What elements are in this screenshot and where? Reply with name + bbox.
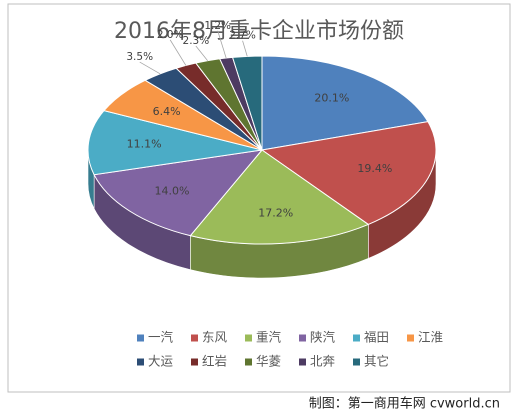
legend-marker bbox=[299, 358, 306, 366]
legend-marker bbox=[137, 334, 144, 342]
data-label: 3.5% bbox=[126, 51, 153, 63]
leader-line bbox=[217, 30, 227, 59]
legend-marker bbox=[191, 358, 198, 366]
legend-label: 红岩 bbox=[202, 354, 227, 369]
slice bbox=[189, 149, 370, 245]
chart-title: 2016年8月重卡企业市场份额 bbox=[114, 19, 404, 44]
data-label: 2.7% bbox=[229, 30, 256, 42]
slice bbox=[93, 149, 264, 237]
legend-marker bbox=[353, 334, 360, 342]
legend-label: 北奔 bbox=[310, 354, 336, 369]
data-label: 19.4% bbox=[357, 162, 392, 175]
leader-line bbox=[195, 45, 208, 61]
leader-line bbox=[169, 39, 187, 66]
legend-marker bbox=[353, 358, 360, 366]
legend-marker bbox=[407, 334, 414, 342]
data-label: 2.3% bbox=[183, 35, 210, 47]
legend-label: 陕汽 bbox=[310, 330, 336, 345]
data-label: 11.1% bbox=[127, 138, 162, 151]
legend-marker bbox=[191, 334, 198, 342]
legend-marker bbox=[245, 334, 252, 342]
legend-marker bbox=[137, 358, 144, 366]
footer: 制图：第一商用车网 cvworld.cn bbox=[309, 396, 500, 412]
legend-label: 福田 bbox=[364, 330, 389, 345]
legend-label: 江淮 bbox=[418, 330, 443, 345]
legend-marker bbox=[245, 358, 252, 366]
slice bbox=[231, 55, 263, 151]
legend-label: 一汽 bbox=[148, 330, 174, 345]
legend-marker bbox=[299, 334, 306, 342]
data-label: 1.2% bbox=[204, 20, 231, 32]
leader-line bbox=[242, 40, 248, 57]
slice bbox=[87, 110, 263, 176]
data-label: 14.0% bbox=[154, 184, 189, 197]
slice bbox=[261, 55, 429, 151]
data-label: 17.2% bbox=[258, 206, 293, 219]
slice bbox=[260, 121, 437, 225]
data-label: 6.4% bbox=[153, 105, 181, 118]
legend-label: 大运 bbox=[148, 354, 174, 369]
data-label: 2.0% bbox=[157, 29, 184, 41]
legend-label: 重汽 bbox=[256, 330, 282, 345]
legend-label: 华菱 bbox=[256, 354, 281, 369]
data-label: 20.1% bbox=[314, 91, 349, 104]
legend-label: 东风 bbox=[202, 330, 228, 345]
legend-label: 其它 bbox=[364, 354, 389, 369]
leader-line bbox=[139, 61, 161, 75]
